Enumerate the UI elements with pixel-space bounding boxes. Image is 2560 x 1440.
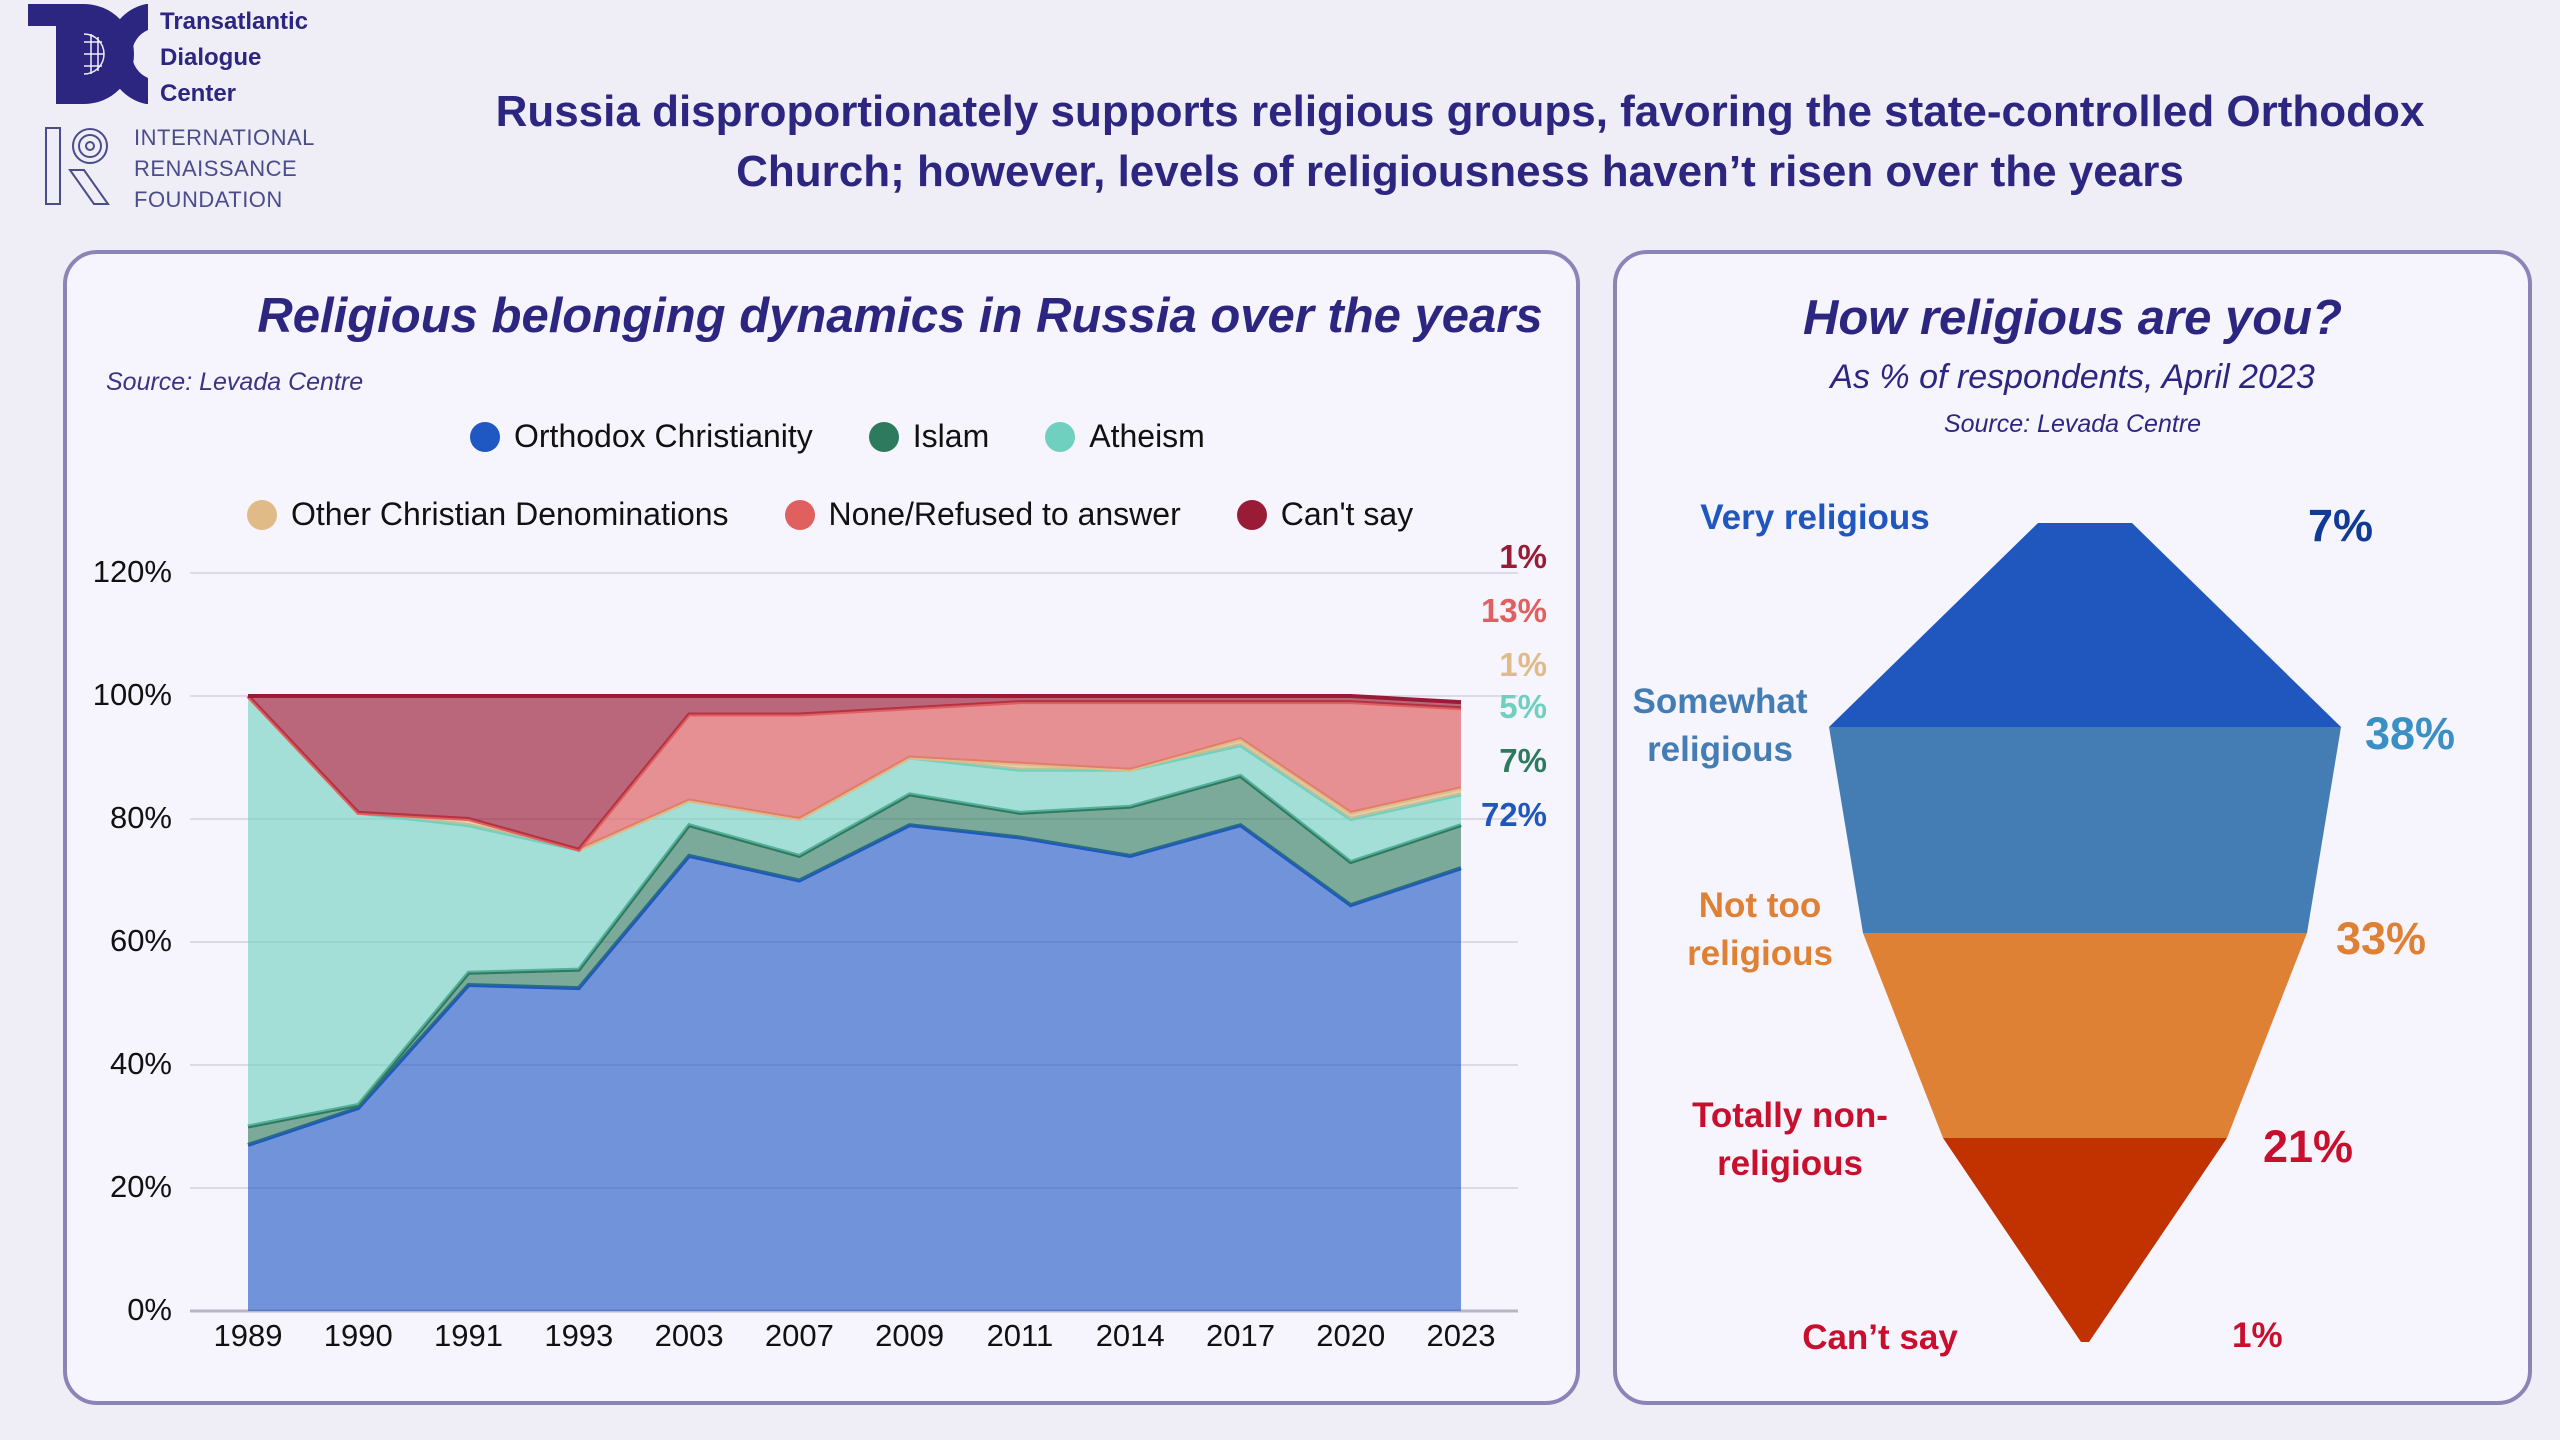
funnel-label: Can’t say [1802,1318,1958,1357]
legend-label-none-refused: None/Refused to answer [828,496,1181,532]
legend-item-none-refused: None/Refused to answer [784,496,1181,533]
legend-label-islam: Islam [912,418,990,454]
y-tick-label: 20% [109,1169,172,1204]
end-label-cant_say: 1% [1499,538,1547,575]
funnel-band-not_too_religious [1863,933,2307,1138]
x-tick-label: 2020 [1316,1318,1386,1353]
legend-row-1: Orthodox Christianity Islam Atheism [470,418,1205,455]
funnel-label: Not too religious [1687,886,1833,973]
irf-line-1: INTERNATIONAL [134,125,315,150]
funnel-value: 38% [2365,708,2456,759]
funnel-label: Totally non-religious [1692,1096,1888,1183]
end-label-none_refused: 13% [1480,592,1547,629]
area-orthodox [248,825,1461,1311]
funnel-chart-subtitle: As % of respondents, April 2023 [1830,358,2315,396]
legend-label-other-christian: Other Christian Denominations [291,496,729,532]
funnel-chart-title: How religious are you? [1802,291,2343,345]
x-tick-label: 2003 [654,1318,724,1353]
tdc-line-2: Dialogue [160,44,262,71]
area-chart-title: Religious belonging dynamics in Russia o… [257,289,1543,343]
area-none_refused [248,696,1461,850]
end-label-atheism: 5% [1499,688,1547,725]
x-tick-label: 2023 [1426,1318,1496,1353]
area-chart-source: Source: Levada Centre [106,368,364,396]
legend-item-other-christian: Other Christian Denominations [247,496,729,533]
funnel-band-somewhat_religious [1829,727,2341,933]
end-label-islam: 7% [1499,742,1547,779]
legend-dot-other-christian [247,499,277,530]
legend-label-atheism: Atheism [1089,418,1205,454]
end-label-other_christian: 1% [1499,646,1547,683]
area-atheism [248,696,1461,1127]
funnel-label: Somewhat religious [1632,682,1808,769]
y-tick-label: 60% [109,923,172,958]
irf-line-3: FOUNDATION [134,187,283,212]
legend-dot-none-refused [784,499,815,530]
y-tick-label: 80% [109,800,172,835]
page-title: Russia disproportionately supports relig… [420,82,2500,202]
end-label-orthodox: 72% [1480,796,1547,833]
funnel-value: 33% [2336,913,2427,964]
x-tick-label: 1991 [434,1318,504,1353]
line-cant_say [248,694,1462,705]
irf-logo-text: INTERNATIONAL RENAISSANCE FOUNDATION [134,122,315,215]
y-tick-label: 100% [92,677,172,712]
irf-line-2: RENAISSANCE [134,156,298,181]
y-tick-label: 120% [92,554,172,589]
x-tick-label: 2017 [1205,1318,1275,1353]
funnel-band-totally_non_religious [1943,1138,2227,1342]
legend-dot-orthodox [470,421,500,452]
x-tick-label: 1990 [323,1318,393,1353]
legend-dot-islam [868,421,899,452]
legend-dot-cant-say [1236,499,1267,530]
tdc-logo-text: Transatlantic Dialogue Center [160,4,308,112]
funnel-value: 1% [2232,1316,2283,1355]
x-tick-label: 1993 [544,1318,614,1353]
legend-item-atheism: Atheism [1045,418,1205,455]
legend-item-cant-say: Can't say [1236,496,1414,533]
funnel-label: Very religious [1700,498,1930,537]
funnel-chart-source: Source: Levada Centre [1943,410,2202,438]
legend-row-2: Other Christian Denominations None/Refus… [247,496,1413,533]
x-tick-label: 2007 [764,1318,834,1353]
legend-label-cant-say: Can't say [1280,496,1414,532]
x-tick-label: 1989 [213,1318,283,1353]
tdc-line-1: Transatlantic [160,8,309,35]
legend-label-orthodox: Orthodox Christianity [514,418,813,454]
funnel-band-very_religious [1829,523,2341,727]
legend-item-islam: Islam [868,418,990,455]
y-tick-label: 0% [127,1292,172,1327]
funnel-value: 21% [2263,1121,2354,1172]
funnel-value: 7% [2308,500,2374,551]
page-title-line-1: Russia disproportionately supports relig… [495,87,2425,136]
x-tick-label: 2014 [1095,1318,1165,1353]
irf-logo-icon [45,127,110,205]
tdc-line-3: Center [160,80,237,107]
x-tick-label: 2009 [875,1318,945,1353]
legend-item-orthodox: Orthodox Christianity [470,418,813,455]
page-title-line-2: Church; however, levels of religiousness… [736,147,2184,196]
x-tick-label: 2011 [986,1318,1054,1353]
tdc-logo-icon [28,4,148,104]
legend-dot-atheism [1045,421,1076,452]
y-tick-label: 40% [109,1046,172,1081]
area-cant_say [248,696,1461,850]
area-islam [248,775,1461,1145]
